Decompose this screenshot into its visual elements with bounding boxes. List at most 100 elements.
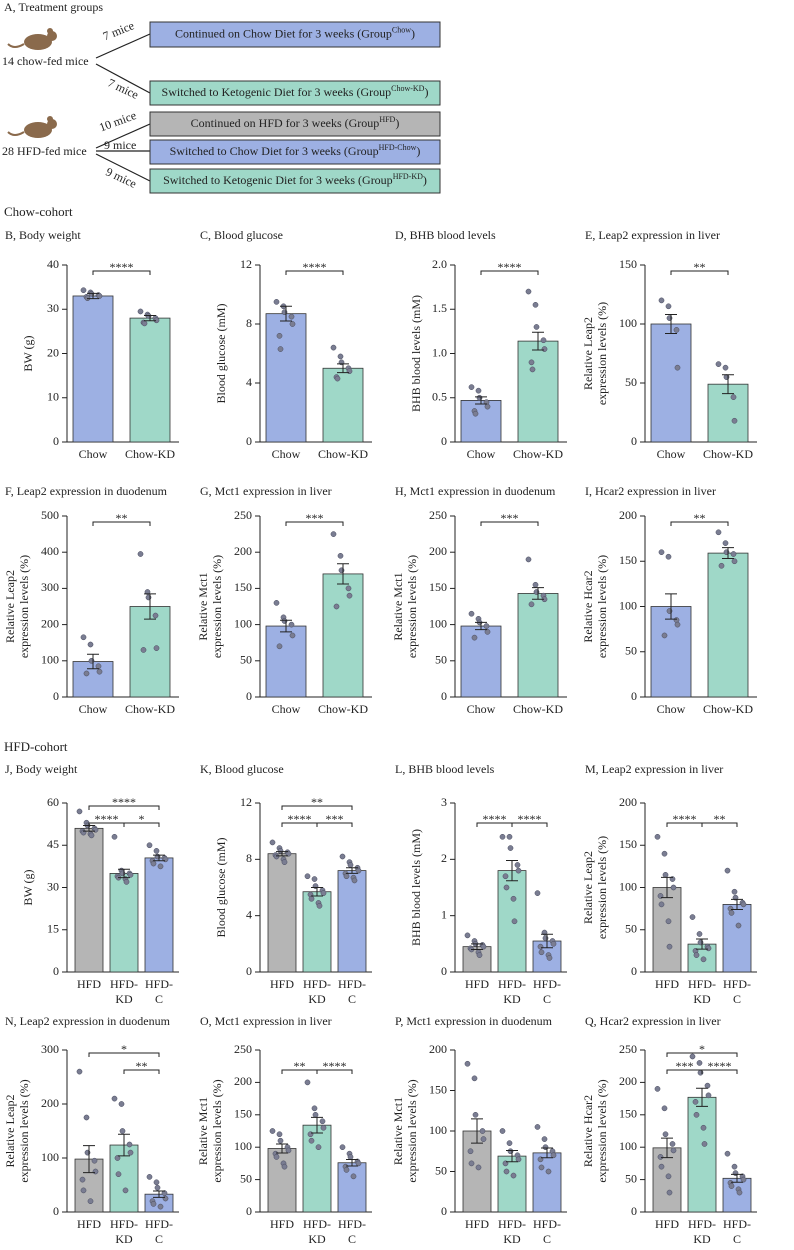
x-tick-line: C <box>155 992 163 1006</box>
significance-bracket <box>480 270 539 275</box>
y-tick-label: 3 <box>441 795 447 809</box>
significance-label: **** <box>323 1059 347 1073</box>
x-tick-label: HFD-KD <box>688 977 716 1006</box>
error-bar <box>475 396 487 405</box>
data-point <box>76 1068 83 1075</box>
box-text: Switched to Chow Diet for 3 weeks (Group… <box>170 143 421 158</box>
y-tick-label: 50 <box>435 653 447 667</box>
significance-label: * <box>699 1042 705 1056</box>
box-text-sup: Chow <box>392 25 411 34</box>
significance-label: **** <box>110 260 134 274</box>
data-point <box>689 1053 696 1060</box>
y-tick-label: 100 <box>619 316 637 330</box>
x-tick-line: KD <box>115 992 133 1006</box>
x-tick-line: HFD- <box>303 977 331 991</box>
error-bar <box>532 587 544 600</box>
data-point <box>111 1095 118 1102</box>
data-point <box>532 301 539 308</box>
y-tick-label: 200 <box>41 616 59 630</box>
bar <box>652 887 682 973</box>
data-point <box>480 943 487 950</box>
data-point <box>91 1157 98 1164</box>
data-point <box>146 1174 153 1180</box>
y-axis-label: Blood glucose (mM) <box>214 838 228 938</box>
error-bar <box>118 1133 130 1157</box>
y-tick-label: 0 <box>631 1204 637 1218</box>
data-point <box>528 359 535 366</box>
data-point <box>673 327 680 333</box>
y-tick-label: 12 <box>240 257 252 271</box>
chart-title: Q, Hcar2 expression in liver <box>585 1014 721 1028</box>
y-tick-label: 50 <box>625 375 637 389</box>
bar <box>267 853 297 973</box>
data-point <box>157 863 164 870</box>
box-text-main: Continued on HFD for 3 weeks (Group <box>191 116 380 130</box>
x-tick-line: HFD- <box>688 1217 716 1231</box>
error-bar <box>144 593 156 620</box>
data-point <box>96 293 103 299</box>
data-point <box>468 384 475 390</box>
error-bar <box>722 374 734 395</box>
y-tick-label: 100 <box>619 1139 637 1153</box>
x-tick-label: Chow <box>79 447 108 461</box>
y-tick-label: 50 <box>240 1171 252 1185</box>
data-point <box>346 592 353 599</box>
data-point <box>127 871 134 878</box>
x-tick-label: Chow-KD <box>703 702 753 716</box>
significance-label: ** <box>694 260 706 274</box>
chart-title: H, Mct1 expression in duodenum <box>395 484 556 498</box>
data-point <box>533 324 540 330</box>
significance-bracket <box>511 822 548 827</box>
data-point <box>661 632 668 639</box>
data-point <box>269 1128 276 1134</box>
mouse-icon <box>7 116 57 138</box>
y-tick-label: 0 <box>441 1204 447 1218</box>
y-axis-label: Blood glucose (mM) <box>214 304 228 404</box>
bar <box>109 873 139 973</box>
data-point <box>87 641 94 648</box>
arm-count: 7 mice <box>101 18 136 43</box>
bar <box>532 1152 562 1213</box>
data-point <box>347 1154 354 1160</box>
significance-bracket <box>316 1069 353 1074</box>
bar <box>72 295 114 443</box>
data-point <box>304 1079 311 1086</box>
data-point <box>475 1164 482 1171</box>
x-tick-label: HFD-KD <box>498 977 526 1006</box>
x-tick-label: Chow-KD <box>318 447 368 461</box>
data-point <box>281 1163 288 1170</box>
significance-label: * <box>139 812 145 826</box>
data-point <box>118 1101 125 1107</box>
data-point <box>285 850 292 857</box>
x-tick-line: KD <box>503 1232 521 1246</box>
significance-bracket <box>281 805 353 810</box>
y-axis-label: Relative Mct1 <box>391 1097 405 1165</box>
box-text-close: ) <box>416 144 420 158</box>
y-tick-label: 20 <box>47 345 59 359</box>
data-point <box>724 1150 731 1157</box>
y-tick-label: 100 <box>619 879 637 893</box>
box-text-sup: Chow-KD <box>391 84 425 93</box>
data-point <box>736 1189 743 1196</box>
data-point <box>126 1141 133 1148</box>
x-tick-label: HFD-C <box>723 1217 751 1246</box>
bar <box>265 313 307 443</box>
data-point <box>288 313 295 320</box>
error-bar <box>506 859 518 882</box>
data-point <box>80 634 87 641</box>
y-tick-label: 12 <box>240 795 252 809</box>
box-text-close: ) <box>423 173 427 187</box>
bar <box>302 1124 332 1213</box>
data-point <box>276 643 283 650</box>
arm-count: 9 mice <box>104 165 139 191</box>
data-point <box>150 1201 157 1207</box>
data-point <box>550 940 557 947</box>
x-tick-label: Chow <box>657 702 686 716</box>
error-bar <box>506 1149 518 1163</box>
error-bar <box>276 1143 288 1154</box>
y-tick-label: 100 <box>41 653 59 667</box>
data-point <box>343 1167 350 1173</box>
data-point <box>506 833 513 840</box>
error-bar <box>153 854 165 862</box>
data-point <box>307 1131 314 1138</box>
